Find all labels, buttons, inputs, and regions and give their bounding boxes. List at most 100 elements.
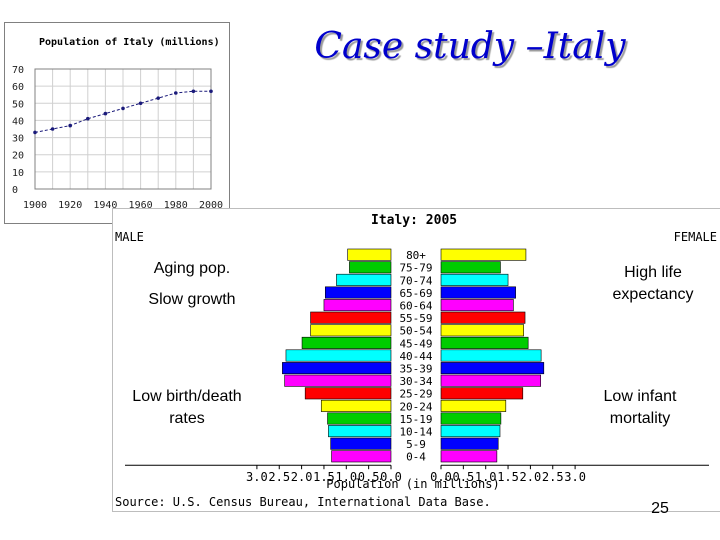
female-bar [440,425,501,438]
female-bar [440,248,527,261]
line-point [209,89,213,94]
population-line-chart: Population of Italy (millions) 0 10 20 30 40… [4,22,230,224]
female-bar [440,362,545,375]
male-bar [284,374,392,387]
female-bar [440,286,516,299]
line-y-tick: 60 [12,82,24,93]
note-low-birth-death: Low birth/death rates [132,388,242,427]
line-y-tick: 70 [12,65,24,76]
age-group-label: 60-64 [399,300,432,313]
page-number: 25 [651,500,669,517]
pyramid-age-labels: 80+75-7970-7465-6960-6455-5950-5445-4940… [399,249,432,464]
age-group-label: 40-44 [399,350,432,363]
line-plot-frame [34,68,212,190]
pyramid-tick-label: 2.5 [268,470,290,484]
female-bar [440,311,526,324]
line-chart-x-ticks: 1900 1920 1940 1960 1980 2000 [23,200,223,211]
line-point [156,96,160,100]
line-point [33,130,37,135]
line-y-tick: 10 [12,168,24,179]
male-bar [282,362,392,375]
age-group-label: 15-19 [399,413,432,426]
line-chart-series [33,89,213,135]
slide-title: Case study –Italy [314,26,626,67]
note-high-life-expectancy: High life expectancy [612,264,694,303]
age-group-label: 0-4 [406,451,426,464]
pyramid-tick-label: 1.5 [497,470,519,484]
female-bar [440,336,529,349]
pyramid-male-label: MALE [115,230,144,244]
line-chart-title: Population of Italy (millions) [39,36,220,48]
line-point [174,91,178,95]
female-bar [440,261,501,274]
age-group-label: 65-69 [399,287,432,300]
female-bar [440,324,524,337]
line-x-tick: 1960 [129,200,153,211]
male-bar [323,299,392,312]
note-low-infant-mortality: Low infant mortality [603,388,677,427]
male-bar [327,412,392,425]
female-bar [440,273,509,286]
female-bar [440,450,498,463]
male-bar [285,349,392,362]
pyramid-title: Italy: 2005 [371,213,457,228]
male-bar [330,437,392,450]
male-bar [310,324,392,337]
male-bar [331,450,392,463]
pyramid-tick-label: 1.5 [313,470,335,484]
male-bar [328,425,392,438]
male-bar [324,286,392,299]
female-bar [440,387,524,400]
line-y-tick: 30 [12,134,24,145]
line-y-tick: 20 [12,151,24,162]
line-point [103,111,108,116]
line-point [50,127,55,131]
age-group-label: 10-14 [399,426,432,439]
line-y-tick: 40 [12,116,24,127]
female-bar [440,412,502,425]
line-point [191,89,196,94]
age-group-label: 80+ [406,249,426,262]
male-bar [347,248,392,261]
female-bar [440,437,499,450]
line-x-tick: 2000 [199,200,223,211]
line-point [121,106,125,111]
line-x-tick: 1940 [93,200,117,211]
line-y-tick: 0 [12,185,18,196]
pyramid-tick-label: 0.5 [358,470,380,484]
line-x-tick: 1920 [58,200,82,211]
female-bar [440,299,514,312]
male-bar [310,311,392,324]
age-group-label: 35-39 [399,363,432,376]
line-point [138,101,143,106]
population-pyramid-chart: Italy: 2005 MALE FEMALE 80+75-7970-7465-… [112,208,720,512]
pyramid-tick-label: 2.0 [520,470,542,484]
pyramid-tick-label: 3.0 [246,470,268,484]
male-bar [336,273,392,286]
pyramid-x-axis: 3.0 2.5 2.0 1.5 1.0 0.5 0.0 0.0 0.5 1.0 1.5 2.0 2.5 3… [125,464,709,484]
pyramid-tick-label: 2.5 [542,470,564,484]
line-chart-grid [34,68,212,190]
female-bar [440,349,542,362]
age-group-label: 20-24 [399,400,432,413]
age-group-label: 45-49 [399,337,432,350]
line-point [68,123,72,128]
note-slow-growth: Slow growth [148,291,236,308]
line-chart-y-ticks: 0 10 20 30 40 50 60 70 [12,65,24,196]
age-group-label: 70-74 [399,274,432,287]
age-group-label: 30-34 [399,375,432,388]
age-group-label: 55-59 [399,312,432,325]
line-y-tick: 50 [12,99,24,110]
pyramid-female-label: FEMALE [674,230,717,244]
pyramid-tick-label: 2.0 [291,470,313,484]
pyramid-tick-label: 1.0 [475,470,497,484]
male-bar [349,261,392,274]
male-bar [320,399,392,412]
pyramid-bars [282,248,545,463]
age-group-label: 75-79 [399,262,432,275]
pyramid-tick-label: 0.0 [380,470,402,484]
female-bar [440,374,541,387]
age-group-label: 50-54 [399,325,432,338]
female-bar [440,399,507,412]
line-point [86,116,90,121]
